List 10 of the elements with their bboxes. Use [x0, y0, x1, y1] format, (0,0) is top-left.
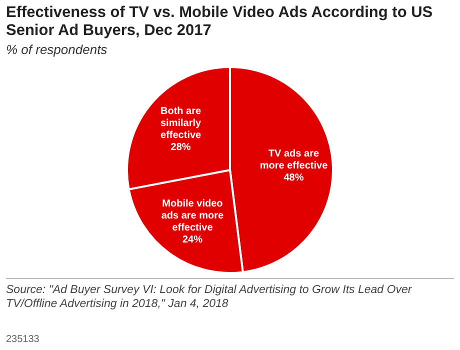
data-label: 48% [284, 172, 304, 184]
chart-subtitle: % of respondents [6, 42, 108, 57]
text: 235133 [6, 334, 40, 345]
chart-title: Effectiveness of TV vs. Mobile Video Ads According to US Senior Ad Buyers, Dec 2017 [6, 4, 434, 40]
slice-label: Both are similarly effective [160, 106, 202, 142]
slice-label: Mobile video ads are more effective [161, 198, 224, 234]
slice-label: TV ads are more effective [260, 148, 328, 172]
data-label: 28% [170, 142, 191, 154]
data-label: 24% [182, 234, 203, 246]
source-note: Source: "Ad Buyer Survey VI: Look for Digital Advertising to Grow Its Lead Over TV/Offline Advertising in 2018," Jan 4, 2018 [6, 283, 413, 311]
